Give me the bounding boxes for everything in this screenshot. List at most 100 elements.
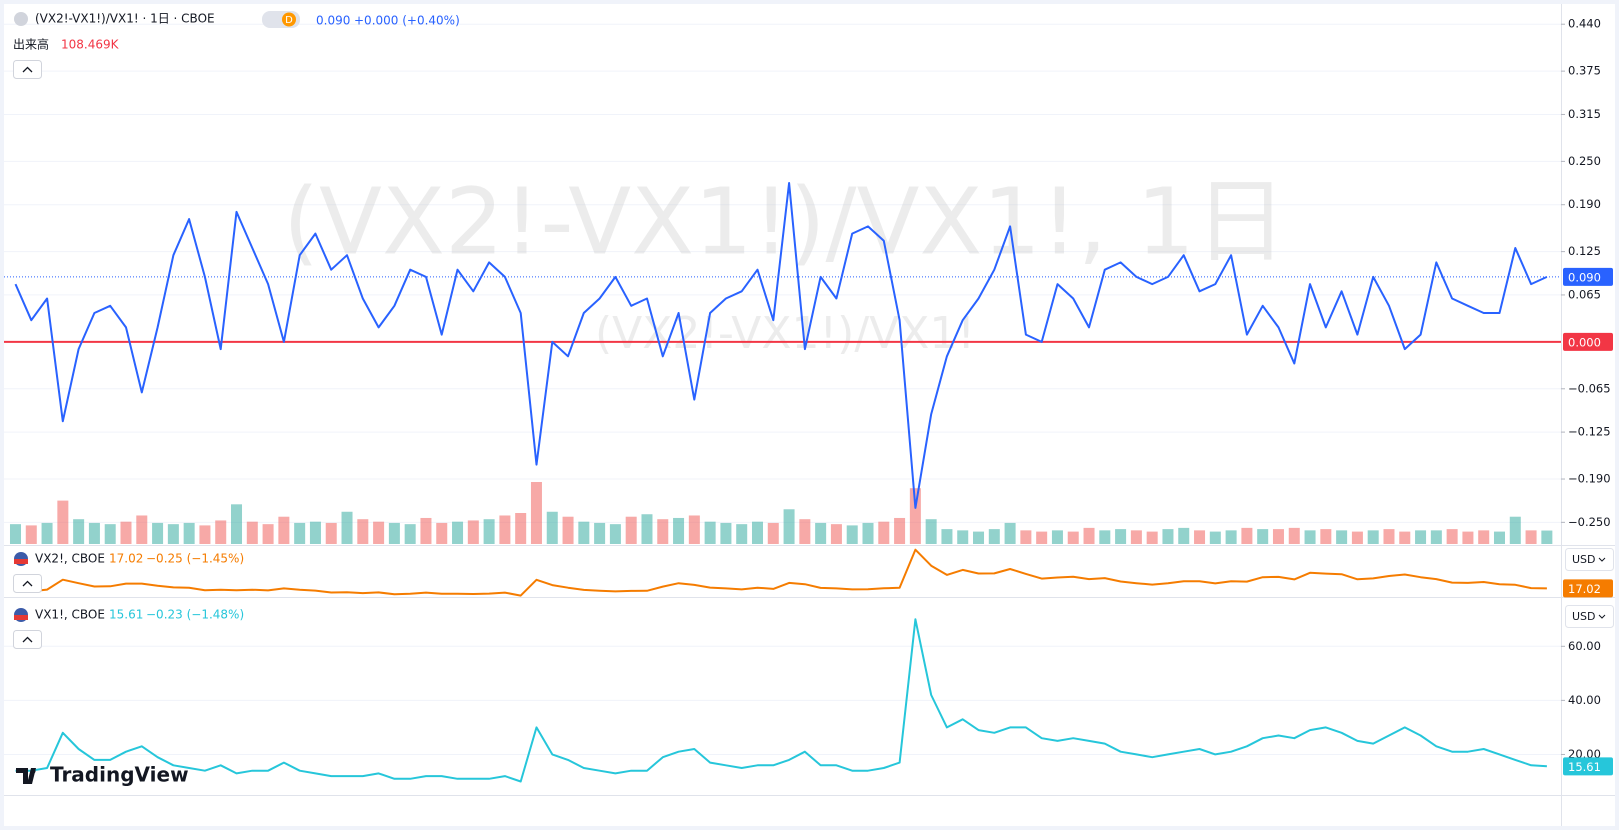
volume-bar [641,514,653,544]
volume-bar [215,520,227,544]
volume-bar [1509,516,1521,544]
volume-bar [1383,529,1395,544]
y-tick-label: −0.065 [1568,381,1611,395]
change: +0.000 (+0.40%) [354,14,460,28]
volume-bar [1162,529,1174,544]
last-value-label-bg [1563,579,1613,598]
volume-bar [720,522,732,544]
volume-bar [262,524,274,544]
volume-bar [657,519,669,544]
volume-bar [1430,530,1442,544]
volume-bar [1462,531,1474,544]
volume-bar [1036,531,1048,544]
y-tick-label: −0.125 [1568,425,1611,439]
volume-bar [862,522,874,544]
volume-bar [909,488,921,544]
volume-bar [988,529,1000,544]
y-tick-label: 0.190 [1568,197,1601,211]
volume-bar [357,519,369,544]
volume-bar [1525,530,1537,544]
volume-bar [341,511,353,544]
volume-bar [1320,529,1332,544]
volume-bar [388,522,400,544]
volume-bar [925,519,937,544]
marks-layer [4,182,1561,783]
watermark-sub: (VX2!-VX1!)/VX1! [595,308,975,359]
volume-bar [736,524,748,544]
volume-bar [152,522,164,544]
legend-value: 17.02 [109,552,143,566]
volume-bar [467,520,479,544]
volume-bar [325,522,337,544]
volume-label: 出来高 [13,37,49,52]
y-tick-label: 60.00 [1568,639,1601,653]
volume-bar [1020,530,1032,544]
volume-bar [546,511,558,544]
currency-dropdown[interactable] [1565,605,1614,628]
symbol-icon [14,12,28,26]
volume-bar [1446,529,1458,544]
last-value-label-bg [1563,757,1613,776]
hline-label-bg [1563,332,1613,351]
volume-bar [483,519,495,544]
volume-bar [25,525,37,544]
y-tick-label: 0.440 [1568,17,1601,31]
collapse-button[interactable] [13,574,42,593]
volume-bar [1209,531,1221,544]
volume-bar [41,522,53,544]
volume-bar [878,521,890,544]
volume-bar [231,504,243,544]
logo: TradingView [50,763,189,787]
flag-stripe [14,559,28,564]
volume-bar [120,521,132,544]
volume-bar [957,530,969,544]
volume-bar [1225,530,1237,544]
volume-bar [815,522,827,544]
volume-bar [830,524,842,544]
collapse-button[interactable] [13,630,42,649]
interval-badge: D [285,15,293,26]
volume-bar [1478,530,1490,544]
volume-bar [1178,527,1190,544]
legend-change: −0.23 (−1.48%) [146,608,244,622]
volume-bar [420,517,432,544]
volume-bar [688,515,700,544]
volume-bar [452,521,464,544]
volume-bar [846,525,858,544]
volume-bar [609,524,621,544]
volume-bar [1493,531,1505,544]
volume-bar [88,522,100,544]
y-tick-label: −0.190 [1568,472,1611,486]
volume-bar [1272,529,1284,544]
dropdown-arrow [1598,614,1606,619]
volume-bar [1051,530,1063,544]
series-line [14,182,1548,509]
grid-layer [4,23,1561,755]
last-value-label: 17.02 [1568,582,1601,596]
currency-dropdown[interactable] [1565,548,1614,571]
volume-bar [167,524,179,544]
y-tick-label: 0.065 [1568,287,1601,301]
volume-bar [515,513,527,544]
axis-layer: 0.440 0.375 0.315 0.250 0.190 0.125 0.065 −0.06… [1561,17,1613,776]
volume-bar [278,516,290,544]
volume-bar [799,519,811,544]
volume-bar [751,521,763,544]
hline-label: 0.000 [1568,335,1601,349]
volume-bar [1099,530,1111,544]
volume-bar [1336,530,1348,544]
volume-value: 108.469K [61,38,120,52]
collapse-button[interactable] [13,60,42,79]
volume-bar [183,522,195,544]
volume-bar [1115,529,1127,544]
volume-bar [562,516,574,544]
volume-bar [199,525,211,544]
volume-bar [1351,531,1363,544]
volume-bar [404,524,416,544]
last-value-label: 0.090 [1568,270,1601,284]
volume-bar [673,517,685,544]
volume-bar [436,522,448,544]
volume-bar [704,521,716,544]
chevron [22,636,33,643]
